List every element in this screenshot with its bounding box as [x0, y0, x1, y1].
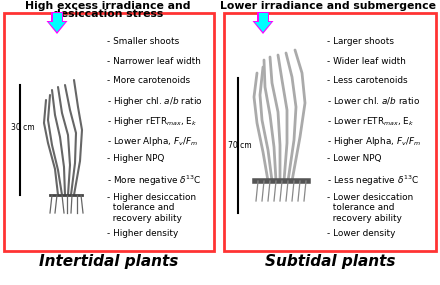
FancyBboxPatch shape [52, 13, 62, 22]
Polygon shape [253, 21, 274, 34]
Text: - Lower Alpha, $F_v$/$F_m$: - Lower Alpha, $F_v$/$F_m$ [107, 135, 198, 148]
Text: - Wider leaf width: - Wider leaf width [327, 56, 406, 66]
Text: 70 cm: 70 cm [228, 141, 252, 150]
Text: - More carotenoids: - More carotenoids [107, 76, 190, 85]
Text: - Higher Alpha, $F_v$/$F_m$: - Higher Alpha, $F_v$/$F_m$ [327, 135, 421, 148]
Text: High excess irradiance and: High excess irradiance and [25, 1, 191, 11]
Text: - Less negative $\delta^{13}$C: - Less negative $\delta^{13}$C [327, 174, 419, 188]
Text: - Higher density: - Higher density [107, 229, 178, 238]
Text: - More negative $\delta^{13}$C: - More negative $\delta^{13}$C [107, 174, 202, 188]
Text: - Lower rETR$_{max}$, E$_k$: - Lower rETR$_{max}$, E$_k$ [327, 115, 414, 127]
Text: - Lower NPQ: - Lower NPQ [327, 154, 381, 163]
Text: - Smaller shoots: - Smaller shoots [107, 37, 179, 46]
Text: desiccation stress: desiccation stress [53, 9, 163, 19]
FancyBboxPatch shape [259, 13, 268, 22]
FancyBboxPatch shape [51, 11, 63, 23]
Text: - Larger shoots: - Larger shoots [327, 37, 394, 46]
Text: - Higher rETR$_{max}$, E$_k$: - Higher rETR$_{max}$, E$_k$ [107, 115, 197, 128]
Text: - Higher NPQ: - Higher NPQ [107, 154, 165, 163]
Text: Subtidal plants: Subtidal plants [265, 254, 395, 269]
FancyBboxPatch shape [257, 11, 269, 23]
Polygon shape [47, 21, 67, 34]
Text: - Narrower leaf width: - Narrower leaf width [107, 56, 201, 66]
Text: - Lower density: - Lower density [327, 229, 396, 238]
FancyBboxPatch shape [224, 13, 436, 251]
Text: - Higher desiccation
  tolerance and
  recovery ability: - Higher desiccation tolerance and recov… [107, 193, 196, 223]
Polygon shape [254, 22, 271, 32]
Text: Intertidal plants: Intertidal plants [39, 254, 179, 269]
Text: - Lower chl. $a$/$b$ ratio: - Lower chl. $a$/$b$ ratio [327, 95, 420, 107]
Text: Lower irradiance and submergence: Lower irradiance and submergence [220, 1, 436, 11]
Text: - Lower desiccation
  tolerance and
  recovery ability: - Lower desiccation tolerance and recove… [327, 193, 413, 223]
Text: 30 cm: 30 cm [11, 123, 35, 131]
Text: - Less carotenoids: - Less carotenoids [327, 76, 407, 85]
Text: - Higher chl. $a$/$b$ ratio: - Higher chl. $a$/$b$ ratio [107, 95, 203, 109]
FancyBboxPatch shape [4, 13, 214, 251]
Polygon shape [48, 22, 66, 32]
